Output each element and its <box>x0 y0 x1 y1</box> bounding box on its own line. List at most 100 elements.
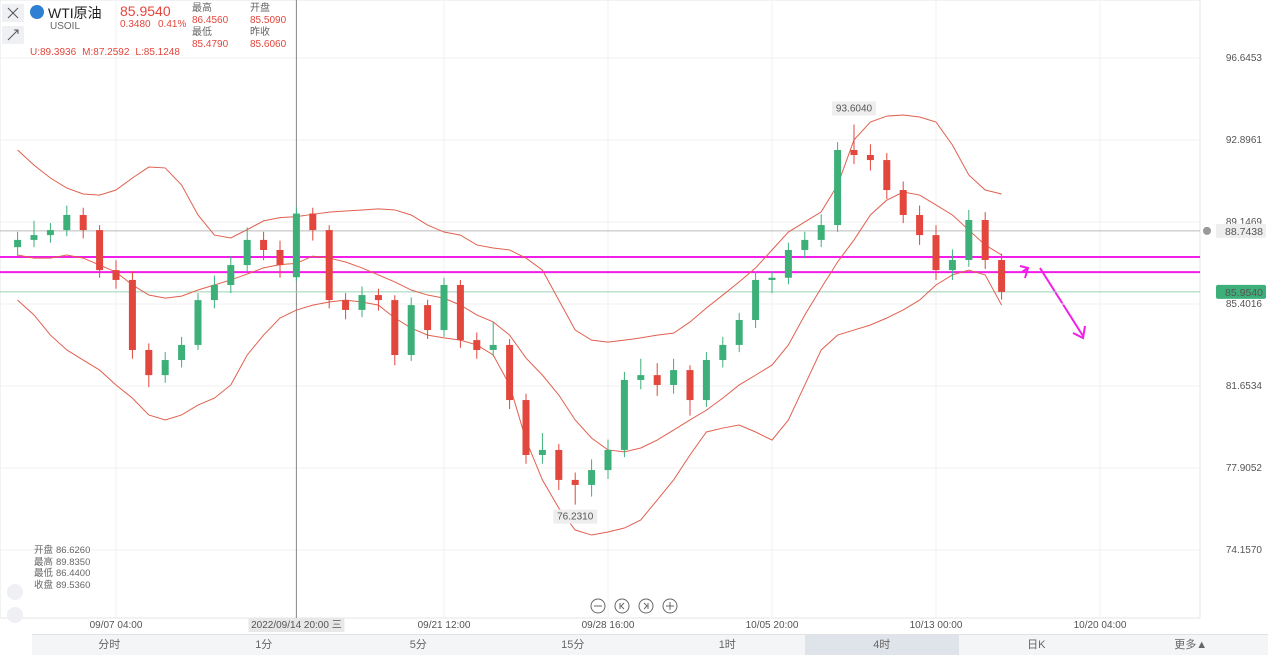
extreme-tag <box>832 101 876 116</box>
plot-area <box>0 0 1201 619</box>
info-label: 最低 <box>34 568 54 579</box>
info-value: 86.4400 <box>56 568 91 579</box>
candle-body <box>817 225 825 240</box>
crosshair-info: 开盘 86.6260 最高 89.8350 最低 86.4400 收盘 89.5360 <box>34 545 90 591</box>
tab[interactable]: 日K <box>1027 639 1046 651</box>
candle-body <box>489 344 497 350</box>
price: 85.9540 <box>120 3 171 19</box>
change: 0.3480 <box>120 19 151 30</box>
candle-body <box>161 360 169 376</box>
drawn-arrows <box>1019 265 1086 340</box>
y-tick-label: 77.9052 <box>1226 463 1263 474</box>
nav-icons <box>594 602 674 610</box>
info-value: 89.8350 <box>56 556 91 568</box>
candle-body <box>506 344 514 401</box>
band-line <box>17 191 1002 453</box>
band-value: M:87.2592 <box>82 47 130 58</box>
candle-body <box>998 260 1006 292</box>
scroll-end[interactable] <box>638 598 654 614</box>
y-tick-label: 85.4016 <box>1226 299 1263 310</box>
y-tick-label: 81.6534 <box>1226 381 1263 392</box>
bell-icon <box>1203 226 1211 235</box>
stat-value: 85.5090 <box>250 15 287 26</box>
candle-body <box>588 470 596 485</box>
candle-body <box>210 284 218 301</box>
nav-buttons <box>590 598 678 614</box>
candle-body <box>145 349 153 376</box>
info-row: 开盘 86.6260 <box>34 545 90 557</box>
info-value: 86.6260 <box>56 545 91 556</box>
stat: 最高86.4560 <box>192 3 250 27</box>
candle-body <box>391 300 399 355</box>
stat-label: 开盘 <box>250 3 270 14</box>
candle-body <box>899 190 907 215</box>
candle-body <box>456 284 464 341</box>
symbol-icon <box>30 5 44 19</box>
candle-body <box>358 295 366 310</box>
tab[interactable]: 分时 <box>98 639 121 651</box>
candle-body <box>850 149 858 156</box>
candle-body <box>63 214 71 231</box>
change-pct: 0.41% <box>158 19 187 30</box>
tab[interactable]: 5分 <box>409 639 427 651</box>
extreme-tag <box>553 509 598 524</box>
x-tick-label: 2022/09/14 20:00 三 <box>251 620 342 631</box>
candle-body <box>637 375 645 380</box>
x-tick-label: 09/28 16:00 <box>582 620 635 631</box>
alert-label: 88.7438 <box>1225 226 1263 238</box>
candle-body <box>653 375 661 385</box>
candle-body <box>128 279 136 350</box>
timeframe-tabs: 分时 1分 5分 15分 1时 4时 日K 更多▲ <box>32 634 1268 655</box>
stat-label: 最低 <box>192 27 212 38</box>
tab[interactable]: 更多▲ <box>1174 639 1208 651</box>
tab[interactable]: 15分 <box>561 639 585 651</box>
candle-body <box>571 479 579 485</box>
last-price-tag <box>1216 284 1266 299</box>
info-row: 最低 86.4400 <box>34 568 90 580</box>
tab[interactable]: 4时 <box>804 635 959 655</box>
candle-body <box>670 370 678 385</box>
candle-body <box>916 214 924 236</box>
scroll-start[interactable] <box>614 598 630 614</box>
candle-body <box>834 149 842 226</box>
stats: 最高86.4560开盘85.5090最低85.4790昨收85.6060 <box>192 3 312 51</box>
candle-body <box>686 370 694 401</box>
candle-body <box>309 213 317 231</box>
candle-body <box>801 239 809 250</box>
candle-body <box>178 344 186 361</box>
stat: 开盘85.5090 <box>250 3 308 27</box>
candle-body <box>768 277 776 280</box>
candle-body <box>374 295 382 301</box>
tab[interactable]: 1分 <box>255 639 273 651</box>
candle-body <box>620 379 628 450</box>
tab[interactable]: 1时 <box>718 639 736 651</box>
candle-body <box>538 449 546 455</box>
candle-body <box>932 235 940 271</box>
indicator-button[interactable] <box>7 584 23 600</box>
stat-label: 最高 <box>192 3 212 14</box>
candle-body <box>752 279 760 320</box>
candle-body <box>883 160 891 191</box>
band-value: L:85.1248 <box>135 47 180 58</box>
x-tick-label: 09/21 12:00 <box>418 620 471 631</box>
draw-button[interactable] <box>7 607 23 623</box>
candle-body <box>948 260 956 271</box>
crosshair-tag <box>248 618 345 632</box>
x-tick-label: 09/07 04:00 <box>90 620 143 631</box>
expand-icon <box>7 29 19 41</box>
candle-body <box>522 400 530 455</box>
candle-body <box>965 220 973 261</box>
candle-body <box>440 284 448 331</box>
symbol-name[interactable]: WTI原油 <box>48 5 102 21</box>
close-icon <box>7 7 19 19</box>
x-tick-label: 10/13 00:00 <box>910 620 963 631</box>
info-value: 89.5360 <box>56 579 91 591</box>
candle-body <box>112 270 120 280</box>
info-label: 开盘 <box>34 545 54 556</box>
info-row: 最高 89.8350 <box>34 557 90 569</box>
candle-body <box>194 300 202 345</box>
candle-body <box>784 249 792 278</box>
candle-body <box>473 340 481 350</box>
info-label: 最高 <box>34 556 54 568</box>
y-tick-label: 74.1570 <box>1226 545 1263 556</box>
